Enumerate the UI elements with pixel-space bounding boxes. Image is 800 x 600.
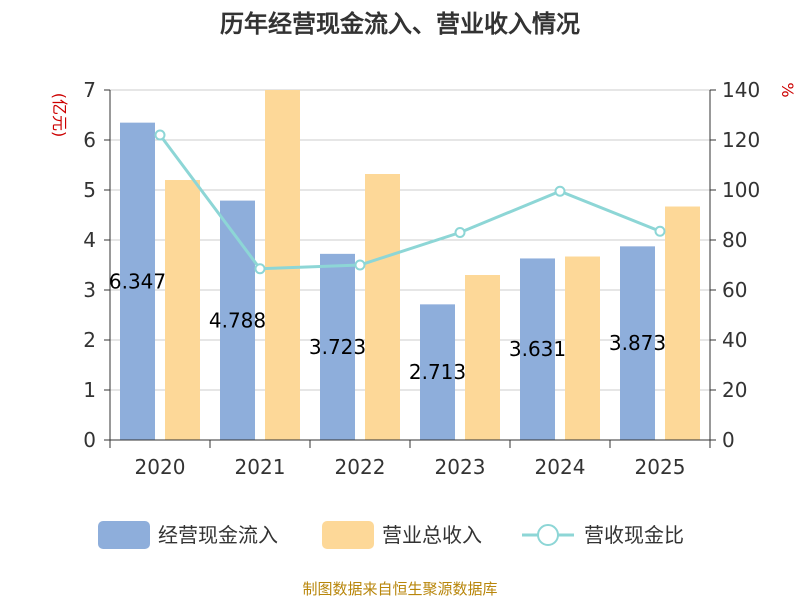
data-label-cash-inflow: 3.723	[309, 335, 366, 359]
bar-cash-inflow	[520, 258, 555, 440]
left-axis-tick-label: 6	[83, 128, 96, 152]
right-axis-tick-label: 0	[722, 428, 735, 452]
right-axis-tick-label: 80	[722, 228, 747, 252]
left-axis-unit: (亿元)	[50, 93, 69, 138]
right-axis-unit: %	[778, 82, 797, 97]
grid-lines	[110, 89, 710, 391]
ratio-point	[354, 259, 366, 271]
bar-revenue	[365, 174, 400, 440]
bar-cash-inflow	[620, 246, 655, 440]
ratio-point	[554, 185, 566, 197]
left-axis-tick-label: 2	[83, 328, 96, 352]
x-axis-tick-label: 2020	[135, 455, 186, 479]
data-label-cash-inflow: 3.873	[609, 331, 666, 355]
right-axis-tick-label: 60	[722, 278, 747, 302]
legend-label-cash-inflow: 经营现金流入	[158, 523, 278, 547]
right-axis-tick-label: 120	[722, 128, 760, 152]
x-axis-tick-label: 2025	[635, 455, 686, 479]
left-axis-tick-label: 3	[83, 278, 96, 302]
left-axis-tick-label: 0	[83, 428, 96, 452]
x-axis-tick-label: 2022	[335, 455, 386, 479]
source-note: 制图数据来自恒生聚源数据库	[302, 580, 497, 598]
bar-revenue	[265, 90, 300, 440]
left-axis-tick-label: 5	[83, 178, 96, 202]
data-label-cash-inflow: 6.347	[109, 269, 166, 293]
ratio-point	[254, 263, 266, 275]
chart-title: 历年经营现金流入、营业收入情况	[220, 10, 580, 38]
data-labels: 6.347 4.788 3.723 2.713 3.631 3.873	[109, 269, 666, 384]
data-label-cash-inflow: 4.788	[209, 308, 266, 332]
bar-cash-inflow	[420, 304, 455, 440]
ratio-line	[154, 129, 666, 275]
right-axis-tick-label: 40	[722, 328, 747, 352]
bars	[120, 90, 700, 441]
left-axis-tick-label: 4	[83, 228, 96, 252]
x-axis-tick-label: 2023	[435, 455, 486, 479]
right-axis-tick-label: 140	[722, 78, 760, 102]
legend-swatch-cash-inflow	[98, 521, 150, 549]
ratio-point	[454, 227, 466, 238]
left-axis-tick-label: 7	[83, 78, 96, 102]
legend-swatch-revenue	[322, 521, 374, 549]
legend: 经营现金流入 营业总收入 营收现金比	[98, 521, 684, 549]
ratio-point	[654, 225, 666, 237]
right-axis-tick-label: 20	[722, 378, 747, 402]
bar-cash-inflow	[120, 122, 155, 441]
bar-revenue	[165, 180, 200, 440]
axes: 0 1 2 3 4 5 6 7 0 20 40 60 80 100 120 140 2020 2021 2022 20…	[83, 78, 760, 479]
bar-revenue	[465, 275, 500, 440]
bar-cash-inflow	[320, 253, 355, 440]
data-label-cash-inflow: 2.713	[409, 360, 466, 384]
bar-revenue	[665, 206, 700, 440]
ratio-line-path	[158, 134, 661, 271]
x-axis-tick-label: 2024	[535, 455, 586, 479]
legend-label-revenue: 营业总收入	[382, 523, 482, 547]
legend-swatch-ratio-marker	[537, 524, 559, 546]
x-axis-tick-label: 2021	[235, 455, 286, 479]
left-axis-tick-label: 1	[83, 378, 96, 402]
bar-revenue	[565, 256, 600, 440]
legend-label-ratio: 营收现金比	[584, 523, 684, 547]
data-label-cash-inflow: 3.631	[509, 337, 566, 361]
right-axis-tick-label: 100	[722, 178, 760, 202]
ratio-point	[154, 129, 166, 141]
